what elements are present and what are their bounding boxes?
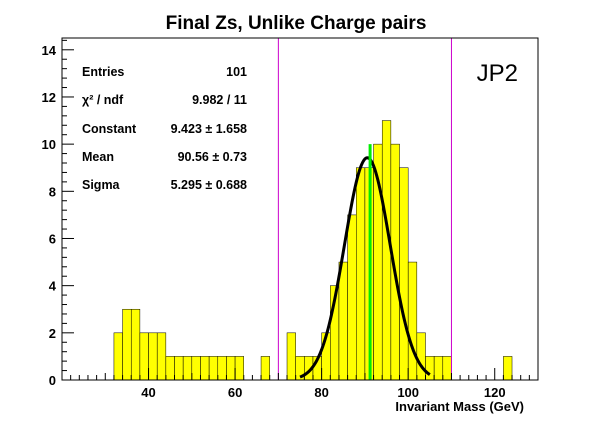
- histogram-bar: [234, 356, 244, 381]
- chart-title: Final Zs, Unlike Charge pairs: [166, 13, 427, 34]
- axes: 40 60 80 100 120 0 2 4 6 8 10 12 14: [42, 39, 530, 400]
- x-tick-label: 100: [397, 385, 419, 400]
- stats-label-chi2: χ² / ndf: [82, 93, 124, 107]
- histogram-bar: [165, 356, 175, 381]
- histogram-bar: [338, 261, 348, 381]
- overlay-lines: [277, 38, 452, 380]
- stats-box: Entries 101 χ² / ndf 9.982 / 11 Constant…: [82, 65, 247, 192]
- x-axis-label: Invariant Mass (GeV): [395, 399, 524, 414]
- y-tick-label: 4: [49, 279, 57, 294]
- y-tick-label: 6: [49, 231, 56, 246]
- plot-frame: [61, 37, 539, 381]
- histogram-bar: [148, 332, 158, 381]
- histogram-bar: [399, 167, 409, 381]
- stats-label-constant: Constant: [82, 122, 137, 136]
- y-tick-label: 2: [49, 326, 56, 341]
- x-tick-label: 60: [228, 385, 242, 400]
- histogram-bar: [113, 332, 123, 381]
- x-tick-label: 120: [484, 385, 506, 400]
- histogram-bar: [139, 332, 149, 381]
- histogram-bar: [503, 356, 513, 381]
- histogram-bar: [347, 214, 357, 381]
- histogram-bars: [113, 120, 513, 381]
- stats-value-chi2: 9.982 / 11: [192, 93, 247, 107]
- histogram-bar: [200, 356, 210, 381]
- stats-label-mean: Mean: [82, 150, 114, 164]
- y-tick-label: 12: [42, 90, 56, 105]
- histogram-bar: [130, 308, 141, 381]
- x-tick-label: 80: [314, 385, 328, 400]
- stats-value-entries: 101: [226, 65, 247, 79]
- histogram-bar: [425, 356, 435, 381]
- y-tick-label: 10: [42, 137, 56, 152]
- histogram-bar: [217, 356, 227, 381]
- stats-value-sigma: 5.295 ± 0.688: [171, 178, 247, 192]
- y-tick-label: 8: [49, 184, 56, 199]
- histogram-bar: [182, 356, 193, 381]
- histogram-bar: [416, 332, 426, 381]
- histogram-bar: [260, 356, 270, 381]
- x-tick-label: 40: [141, 385, 155, 400]
- y-tick-label: 14: [42, 43, 57, 58]
- histogram-bar: [407, 261, 418, 381]
- stats-label-entries: Entries: [82, 65, 124, 79]
- histogram-bar: [442, 356, 452, 381]
- histogram-bar: [122, 308, 132, 381]
- histogram-bar: [286, 332, 296, 381]
- trigger-label: JP2: [477, 60, 518, 87]
- histogram-bar: [356, 167, 366, 381]
- histogram-bar: [191, 356, 201, 381]
- gaussian-fit-curve: [299, 156, 431, 379]
- stats-value-constant: 9.423 ± 1.658: [171, 122, 247, 136]
- histogram-bar: [226, 356, 236, 381]
- stats-value-mean: 90.56 ± 0.73: [178, 150, 247, 164]
- histogram-bar: [208, 356, 219, 381]
- stats-label-sigma: Sigma: [82, 178, 121, 192]
- histogram-bar: [174, 356, 184, 381]
- histogram-bar: [381, 120, 392, 381]
- y-tick-label: 0: [49, 373, 56, 388]
- histogram-bar: [156, 332, 167, 381]
- histogram-bar: [433, 356, 444, 381]
